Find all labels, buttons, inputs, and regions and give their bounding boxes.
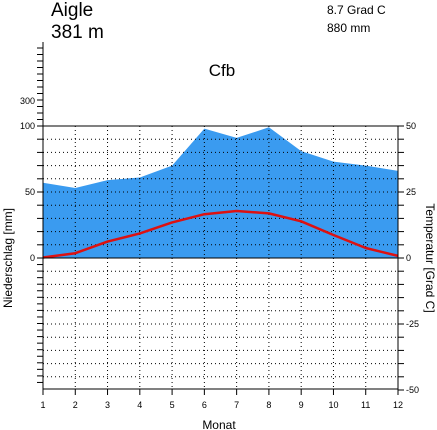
x-tick-label: 2	[73, 400, 78, 410]
x-tick-label: 6	[202, 400, 207, 410]
station-name: Aigle	[51, 0, 93, 21]
left-tick-label: 0	[30, 253, 35, 263]
station-elevation: 381 m	[51, 22, 104, 43]
left-tick-label: 100	[20, 121, 35, 131]
x-tick-label: 10	[328, 400, 338, 410]
temperature-line	[42, 209, 399, 259]
mean-temperature: 8.7 Grad C	[327, 3, 386, 17]
x-axis-label: Monat	[202, 418, 236, 430]
x-tick-label: 8	[266, 400, 271, 410]
x-tick-label: 4	[137, 400, 142, 410]
left-tick-label: 50	[25, 187, 35, 197]
left-tick-label: 300	[20, 96, 35, 106]
y-axis-label-left: Niederschlag [mm]	[1, 208, 15, 308]
right-tick-label: -50	[406, 385, 419, 395]
x-tick-label: 5	[170, 400, 175, 410]
axis-layer	[37, 42, 404, 395]
right-tick-label: -25	[406, 319, 419, 329]
x-tick-label: 7	[234, 400, 239, 410]
right-tick-label: 50	[406, 121, 416, 131]
climate-class: Cfb	[209, 61, 235, 80]
x-tick-label: 12	[393, 400, 403, 410]
right-tick-label: 0	[406, 253, 411, 263]
annual-precipitation: 880 mm	[327, 21, 370, 35]
x-tick-label: 1	[40, 400, 45, 410]
x-tick-label: 3	[105, 400, 110, 410]
x-tick-label: 9	[299, 400, 304, 410]
y-axis-label-right: Temperatur [Grad C]	[423, 203, 437, 312]
x-tick-label: 11	[361, 400, 370, 410]
right-tick-label: 25	[406, 187, 416, 197]
